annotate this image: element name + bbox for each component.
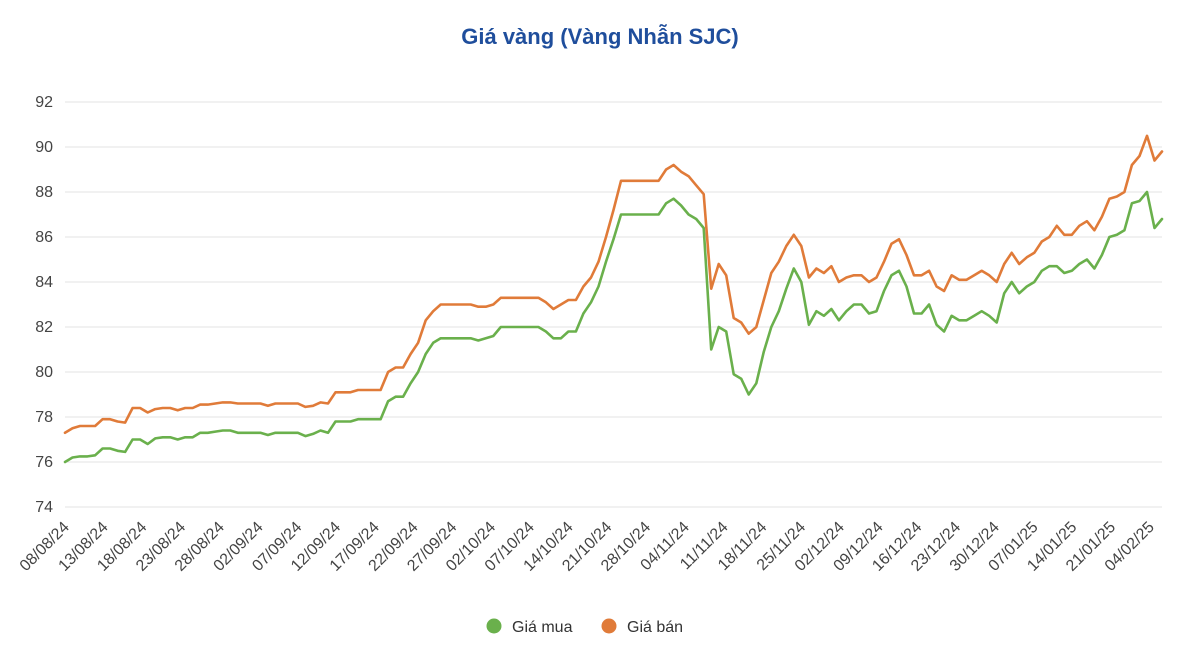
y-tick-label: 86 xyxy=(35,229,53,246)
y-tick-label: 76 xyxy=(35,454,53,471)
y-tick-label: 82 xyxy=(35,319,53,336)
legend-marker-1 xyxy=(601,618,617,634)
series-line-1 xyxy=(63,134,1164,435)
chart-title: Giá vàng (Vàng Nhẫn SJC) xyxy=(461,24,739,49)
series-layer xyxy=(63,134,1164,464)
y-tick-label: 80 xyxy=(35,364,53,381)
y-tick-label: 84 xyxy=(35,274,53,291)
legend-label-0: Giá mua xyxy=(512,619,573,636)
y-tick-label: 88 xyxy=(35,184,53,201)
series-line-0 xyxy=(63,190,1164,464)
y-tick-label: 74 xyxy=(35,499,53,516)
y-tick-label: 92 xyxy=(35,94,53,111)
x-axis: 08/08/2413/08/2418/08/2423/08/2428/08/24… xyxy=(17,519,1158,575)
grid-layer xyxy=(65,101,1162,508)
legend-marker-0 xyxy=(486,618,502,634)
y-tick-label: 90 xyxy=(35,139,53,156)
y-tick-label: 78 xyxy=(35,409,53,426)
legend-label-1: Giá bán xyxy=(627,619,683,636)
y-axis: 74 76 78 80 82 84 86 88 90 92 xyxy=(35,94,53,516)
legend: Giá mua Giá bán xyxy=(486,618,683,636)
